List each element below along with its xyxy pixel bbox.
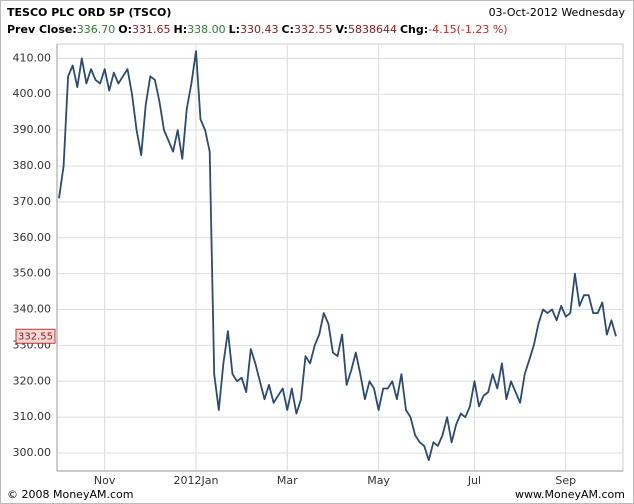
- plot-area: [56, 43, 624, 472]
- y-tick-label: 300.00: [13, 446, 52, 459]
- stat-label: L:: [228, 23, 241, 36]
- y-tick-label: 410.00: [13, 51, 52, 64]
- last-price-label: 332.55: [18, 331, 53, 342]
- y-tick-label: 400.00: [13, 87, 52, 100]
- y-tick-label: 380.00: [13, 159, 52, 172]
- x-tick-label: Mar: [277, 474, 298, 487]
- y-tick-label: 350.00: [13, 267, 52, 280]
- y-tick-label: 370.00: [13, 195, 52, 208]
- y-tick-label: 310.00: [13, 410, 52, 423]
- stat-value: 5838644: [347, 23, 397, 36]
- stat-value: 336.70: [76, 23, 116, 36]
- stat-value: 338.00: [187, 23, 226, 36]
- site-link: www.MoneyAM.com: [515, 488, 625, 501]
- y-tick-label: 320.00: [13, 374, 52, 387]
- y-tick-label: 390.00: [13, 123, 52, 136]
- chart-title: TESCO PLC ORD 5P (TSCO): [7, 6, 172, 19]
- stat-label: O:: [118, 23, 133, 36]
- y-tick-label: 360.00: [13, 231, 52, 244]
- stat-label: Prev Close:: [7, 23, 77, 36]
- date: 03-Oct-2012 Wednesday: [488, 6, 625, 19]
- x-tick-label: May: [367, 474, 390, 487]
- x-tick-label: Nov: [94, 474, 116, 487]
- last-price-box: [15, 328, 56, 344]
- copyright: © 2008 MoneyAM.com: [7, 488, 134, 501]
- stat-value: 331.65: [132, 23, 171, 36]
- stat-value: 332.55: [294, 23, 333, 36]
- y-tick-label: 340.00: [13, 303, 52, 316]
- stat-value: -4.15(-1.23 %): [428, 23, 508, 36]
- stat-label: V:: [335, 23, 348, 36]
- stat-label: H:: [173, 23, 188, 36]
- price-line: [58, 50, 617, 462]
- stat-value: 330.43: [240, 23, 279, 36]
- stat-label: Chg:: [399, 23, 429, 36]
- x-tick-label: 2012Jan: [173, 474, 218, 487]
- x-tick-label: Jul: [467, 474, 481, 487]
- stats: Prev Close:336.70 O:331.65 H:338.00 L:330.4…: [7, 23, 511, 36]
- x-tick-label: Sep: [555, 474, 576, 487]
- stat-label: C:: [281, 23, 295, 36]
